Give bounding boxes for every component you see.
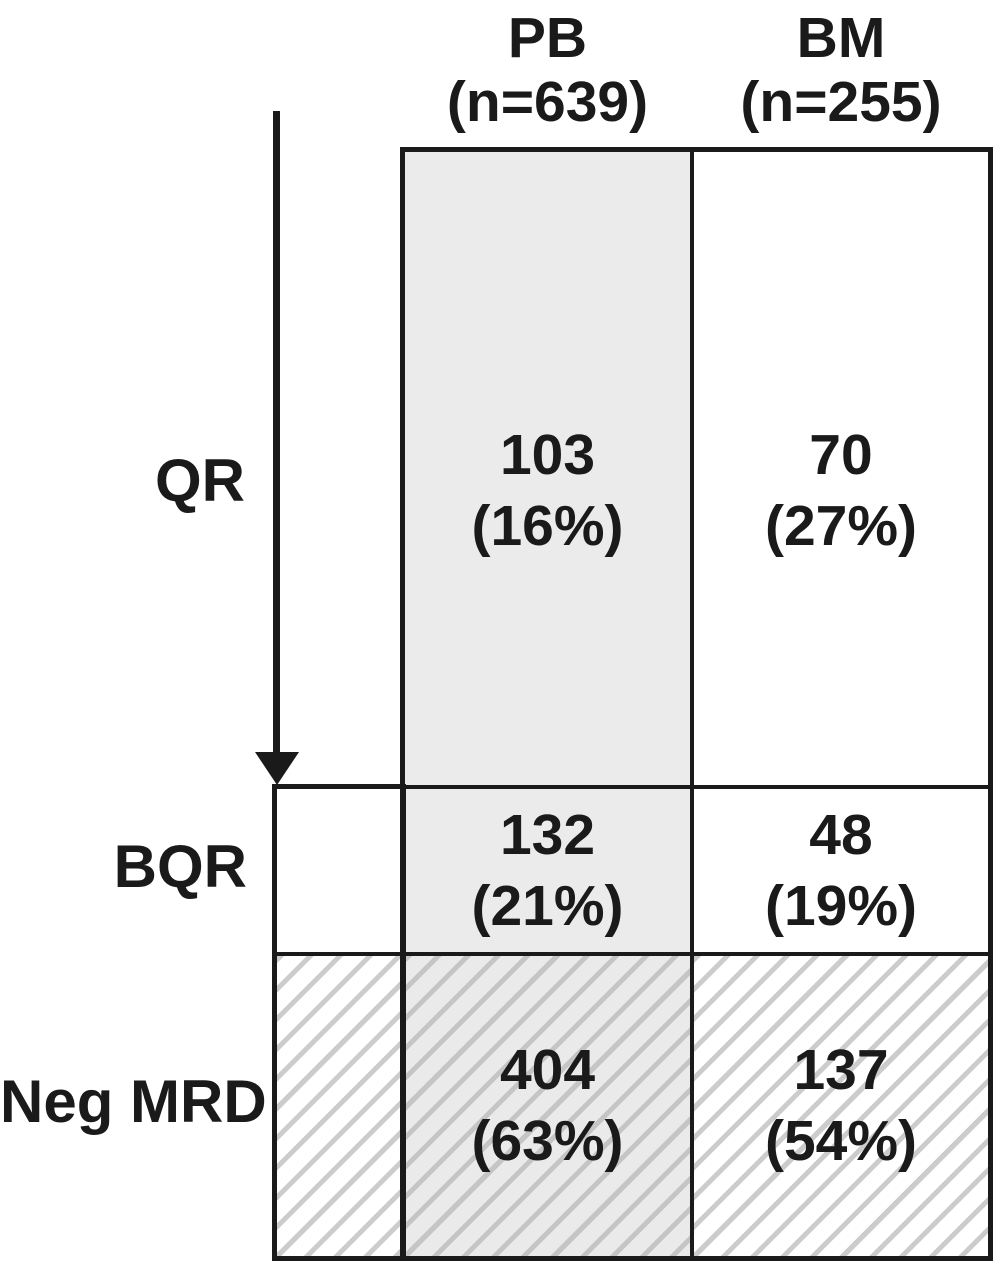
cell-percent: (27%) [764,494,918,558]
down-arrow-head-icon [255,752,299,785]
cell-count: 48 [809,802,873,867]
cell-percent: (16%) [471,494,624,558]
cell-qr-pb: 103 (16%) [403,150,692,787]
cell-count: 103 [499,423,596,487]
cell-neg-mrd-pb: 404 (63%) [403,954,692,1258]
cell-neg-mrd-spacer [275,954,403,1258]
column-header-bm: BM (n=255) [692,6,990,134]
cell-count: 70 [809,423,873,487]
column-n-pb: (n=639) [446,70,649,134]
cell-bqr-pb: 132 (21%) [403,787,692,954]
cell-percent: (21%) [471,873,624,938]
column-label-pb: PB [507,6,588,70]
row-label-qr: QR [155,447,245,514]
cell-percent: (63%) [471,1109,624,1173]
cell-bqr-spacer [275,787,403,954]
cell-bqr-bm: 48 (19%) [692,787,990,954]
row-label-bqr: BQR [113,833,247,900]
cell-percent: (54%) [764,1109,918,1173]
cell-neg-mrd-bm: 137 (54%) [692,954,990,1258]
cell-qr-bm: 70 (27%) [692,150,990,787]
cell-count: 132 [499,802,596,867]
cell-count: 137 [793,1038,889,1102]
row-label-neg-mrd: Neg MRD [0,1068,267,1135]
cell-count: 404 [499,1038,596,1102]
down-arrow-shaft [273,111,280,758]
column-n-bm: (n=255) [740,70,942,134]
column-label-bm: BM [796,6,886,70]
cell-percent: (19%) [764,873,918,938]
column-header-pb: PB (n=639) [403,6,692,134]
